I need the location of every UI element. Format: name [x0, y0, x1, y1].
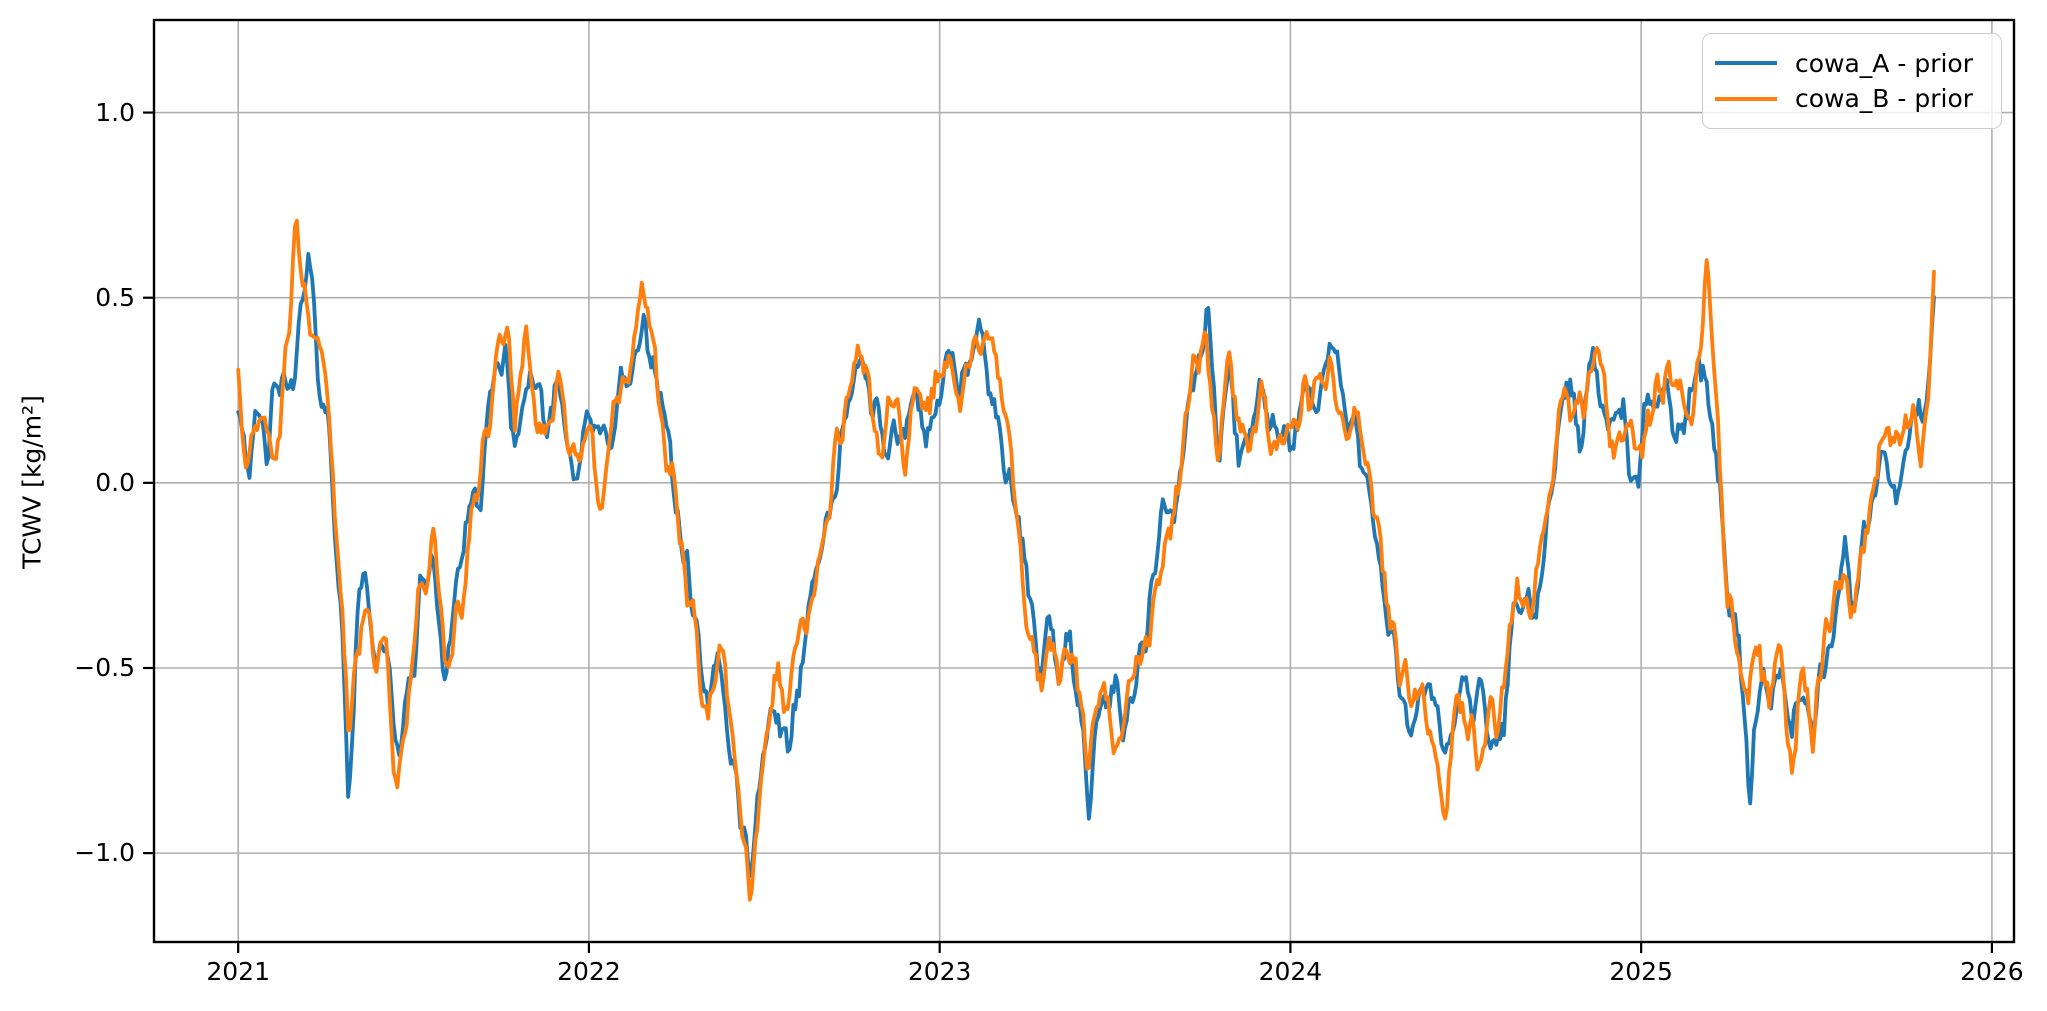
legend-label-cowa-b: cowa_B - prior [1795, 84, 1974, 114]
legend-label-cowa-a: cowa_A - prior [1795, 48, 1973, 78]
y-axis-label: TCWV [kg/m²] [17, 395, 47, 569]
y-tick-label--0.5: −0.5 [74, 652, 135, 682]
x-tick-label-2026: 2026 [1960, 957, 2024, 986]
legend: cowa_A - prior cowa_B - prior [1702, 33, 2002, 129]
x-tick-label-2024: 2024 [1258, 957, 1323, 986]
x-tick-label-2025: 2025 [1609, 957, 1673, 986]
x-tick-label-2021: 2021 [206, 957, 270, 986]
legend-line-swatch-cowa-a [1715, 60, 1777, 66]
legend-line-swatch-cowa-b [1715, 96, 1777, 102]
legend-item-cowa-b: cowa_B - prior [1715, 86, 1989, 111]
legend-item-cowa-a: cowa_A - prior [1715, 51, 1989, 76]
y-tick-label-0: 0.0 [95, 467, 135, 497]
x-tick-label-2022: 2022 [557, 957, 621, 986]
y-tick-label-1: 1.0 [95, 97, 135, 127]
y-tick-label--1: −1.0 [74, 838, 135, 868]
y-tick-label-0.5: 0.5 [95, 282, 135, 312]
x-tick-label-2023: 2023 [907, 957, 972, 986]
